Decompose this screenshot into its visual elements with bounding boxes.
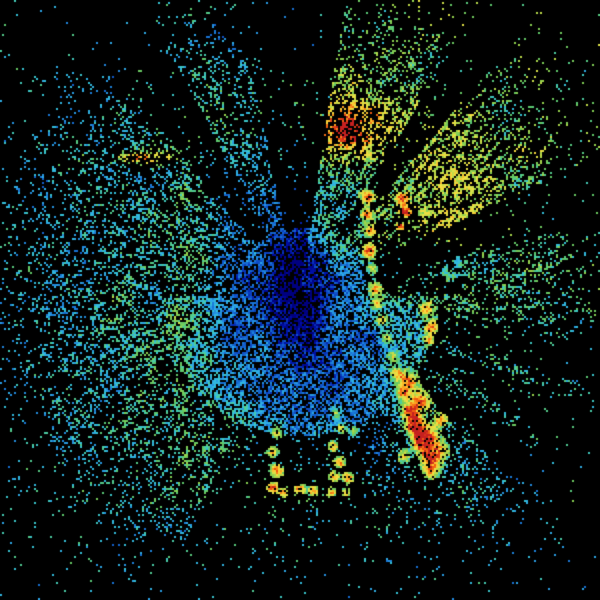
radar-ppi-display	[0, 0, 600, 600]
radar-ppi-canvas	[0, 0, 600, 600]
